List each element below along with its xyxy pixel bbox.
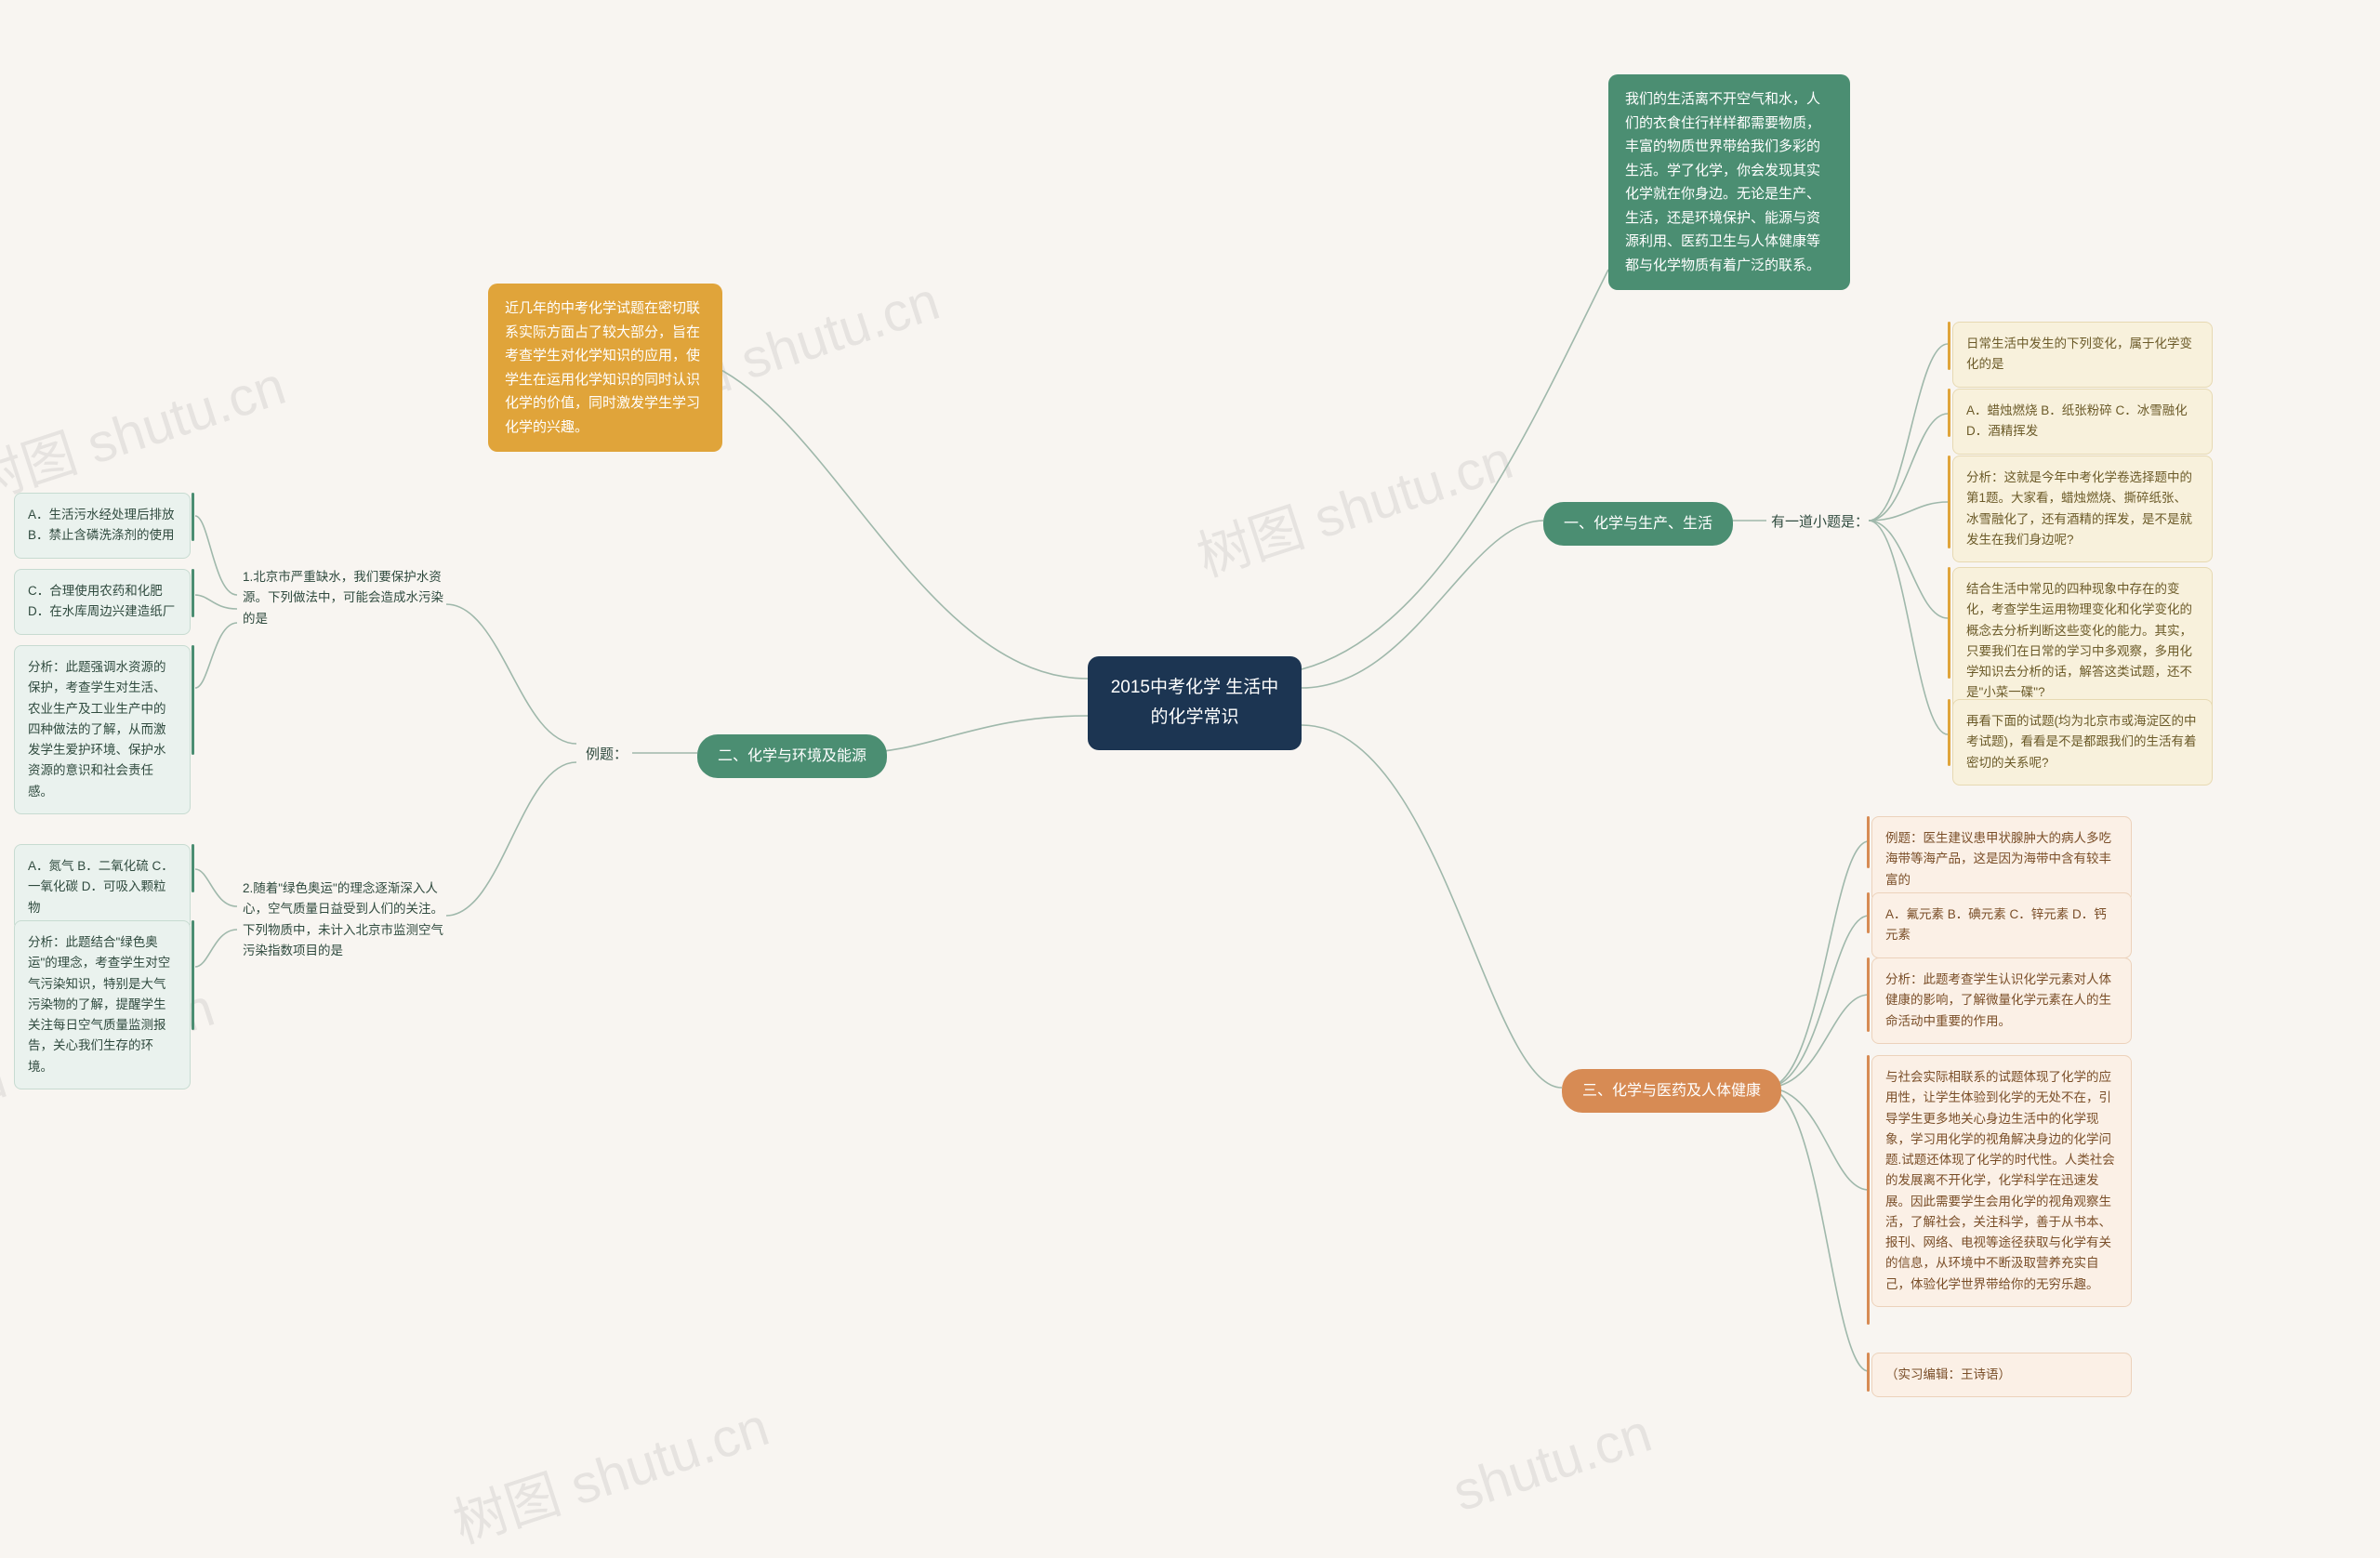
b1-note-card[interactable]: 我们的生活离不开空气和水，人们的衣食住行样样都需要物质，丰富的物质世界带给我们多… xyxy=(1608,74,1850,290)
intro-card[interactable]: 近几年的中考化学试题在密切联系实际方面占了较大部分，旨在考查学生对化学知识的应用… xyxy=(488,284,722,452)
watermark: shutu.cn xyxy=(1446,1402,1659,1524)
b1-leaf-2[interactable]: 分析：这就是今年中考化学卷选择题中的第1题。大家看，蜡烛燃烧、撕碎纸张、冰雪融化… xyxy=(1952,456,2213,562)
root-node[interactable]: 2015中考化学 生活中的化学常识 xyxy=(1088,656,1302,750)
b3-leaf-0-text: 例题：医生建议患甲状腺肿大的病人多吃海带等海产品，这是因为海带中含有较丰富的 xyxy=(1885,831,2111,887)
b2-q2-leaf-1-text: 分析：此题结合"绿色奥运"的理念，考查学生对空气污染知识，特别是大气污染物的了解… xyxy=(28,935,170,1074)
b1-leaf-3[interactable]: 结合生活中常见的四种现象中存在的变化，考查学生运用物理变化和化学变化的概念去分析… xyxy=(1952,567,2213,716)
leaf-bar xyxy=(192,844,194,892)
b3-leaf-4-text: （实习编辑：王诗语） xyxy=(1885,1367,2011,1381)
watermark: 树图 shutu.cn xyxy=(0,342,294,517)
leaf-bar xyxy=(1867,1353,1870,1392)
b2-sublabel: 例题： xyxy=(586,744,628,763)
b2-q2-leaf-0-text: A．氮气 B．二氧化硫 C．一氧化碳 D．可吸入颗粒物 xyxy=(28,859,174,915)
b1-leaf-2-text: 分析：这就是今年中考化学卷选择题中的第1题。大家看，蜡烛燃烧、撕碎纸张、冰雪融化… xyxy=(1966,470,2192,547)
leaf-bar xyxy=(192,493,194,541)
b2-q1-leaf-1[interactable]: C．合理使用农药和化肥 D．在水库周边兴建造纸厂 xyxy=(14,569,191,635)
b3-leaf-3[interactable]: 与社会实际相联系的试题体现了化学的应用性，让学生体验到化学的无处不在，引导学生更… xyxy=(1871,1055,2132,1307)
b2-q1-text: 1.北京市严重缺水，我们要保护水资源。下列做法中，可能会造成水污染的是 xyxy=(243,570,443,626)
leaf-bar xyxy=(1948,456,1950,548)
intro-text: 近几年的中考化学试题在密切联系实际方面占了较大部分，旨在考查学生对化学知识的应用… xyxy=(505,300,700,435)
b1-leaf-4[interactable]: 再看下面的试题(均为北京市或海淀区的中考试题)，看看是不是都跟我们的生活有着密切… xyxy=(1952,699,2213,786)
leaf-bar xyxy=(1867,1055,1870,1325)
leaf-bar xyxy=(1867,957,1870,1032)
b1-leaf-0-text: 日常生活中发生的下列变化，属于化学变化的是 xyxy=(1966,337,2192,371)
b1-leaf-3-text: 结合生活中常见的四种现象中存在的变化，考查学生运用物理变化和化学变化的概念去分析… xyxy=(1966,582,2192,699)
b2-q2[interactable]: 2.随着"绿色奥运"的理念逐渐深入人心，空气质量日益受到人们的关注。下列物质中，… xyxy=(237,878,451,961)
b2-q2-text: 2.随着"绿色奥运"的理念逐渐深入人心，空气质量日益受到人们的关注。下列物质中，… xyxy=(243,881,443,957)
b1-note-text: 我们的生活离不开空气和水，人们的衣食住行样样都需要物质，丰富的物质世界带给我们多… xyxy=(1625,91,1820,273)
b3-leaf-0[interactable]: 例题：医生建议患甲状腺肿大的病人多吃海带等海产品，这是因为海带中含有较丰富的 xyxy=(1871,816,2132,903)
leaf-bar xyxy=(192,569,194,617)
b3-leaf-2-text: 分析：此题考查学生认识化学元素对人体健康的影响，了解微量化学元素在人的生命活动中… xyxy=(1885,972,2111,1028)
b3-leaf-3-text: 与社会实际相联系的试题体现了化学的应用性，让学生体验到化学的无处不在，引导学生更… xyxy=(1885,1070,2115,1291)
b2-title-text: 二、化学与环境及能源 xyxy=(718,748,866,764)
b2-title[interactable]: 二、化学与环境及能源 xyxy=(697,734,887,778)
leaf-bar xyxy=(1948,322,1950,370)
leaf-bar xyxy=(1948,699,1950,766)
root-title: 2015中考化学 生活中的化学常识 xyxy=(1111,678,1279,727)
b2-q1-leaf-0[interactable]: A．生活污水经处理后排放 B．禁止含磷洗涤剂的使用 xyxy=(14,493,191,559)
leaf-bar xyxy=(192,920,194,1030)
b3-title[interactable]: 三、化学与医药及人体健康 xyxy=(1562,1069,1781,1113)
b2-q1[interactable]: 1.北京市严重缺水，我们要保护水资源。下列做法中，可能会造成水污染的是 xyxy=(237,567,451,629)
b3-leaf-1[interactable]: A．氟元素 B．碘元素 C．锌元素 D．钙元素 xyxy=(1871,892,2132,958)
b1-sublabel: 有一道小题是： xyxy=(1771,511,1869,531)
b3-leaf-4[interactable]: （实习编辑：王诗语） xyxy=(1871,1353,2132,1397)
b2-q2-leaf-1[interactable]: 分析：此题结合"绿色奥运"的理念，考查学生对空气污染知识，特别是大气污染物的了解… xyxy=(14,920,191,1089)
b3-leaf-1-text: A．氟元素 B．碘元素 C．锌元素 D．钙元素 xyxy=(1885,907,2107,942)
b1-leaf-1-text: A．蜡烛燃烧 B．纸张粉碎 C．冰雪融化 D．酒精挥发 xyxy=(1966,403,2188,438)
b1-leaf-1[interactable]: A．蜡烛燃烧 B．纸张粉碎 C．冰雪融化 D．酒精挥发 xyxy=(1952,389,2213,455)
watermark: 树图 shutu.cn xyxy=(443,1383,777,1558)
leaf-bar xyxy=(1948,567,1950,679)
b2-q2-leaf-0[interactable]: A．氮气 B．二氧化硫 C．一氧化碳 D．可吸入颗粒物 xyxy=(14,844,191,931)
b1-leaf-4-text: 再看下面的试题(均为北京市或海淀区的中考试题)，看看是不是都跟我们的生活有着密切… xyxy=(1966,714,2197,770)
leaf-bar xyxy=(192,645,194,755)
b1-title[interactable]: 一、化学与生产、生活 xyxy=(1543,502,1733,546)
b3-leaf-2[interactable]: 分析：此题考查学生认识化学元素对人体健康的影响，了解微量化学元素在人的生命活动中… xyxy=(1871,957,2132,1044)
b2-q1-leaf-2[interactable]: 分析：此题强调水资源的保护，考查学生对生活、农业生产及工业生产中的四种做法的了解… xyxy=(14,645,191,814)
b2-q1-leaf-1-text: C．合理使用农药和化肥 D．在水库周边兴建造纸厂 xyxy=(28,584,175,618)
leaf-bar xyxy=(1867,892,1870,933)
b2-q1-leaf-2-text: 分析：此题强调水资源的保护，考查学生对生活、农业生产及工业生产中的四种做法的了解… xyxy=(28,660,166,799)
leaf-bar xyxy=(1867,816,1870,868)
b2-q1-leaf-0-text: A．生活污水经处理后排放 B．禁止含磷洗涤剂的使用 xyxy=(28,508,175,542)
b1-leaf-0[interactable]: 日常生活中发生的下列变化，属于化学变化的是 xyxy=(1952,322,2213,388)
watermark: 树图 shutu.cn xyxy=(1186,416,1521,591)
b3-title-text: 三、化学与医药及人体健康 xyxy=(1582,1083,1761,1099)
b1-title-text: 一、化学与生产、生活 xyxy=(1564,516,1712,532)
leaf-bar xyxy=(1948,389,1950,437)
